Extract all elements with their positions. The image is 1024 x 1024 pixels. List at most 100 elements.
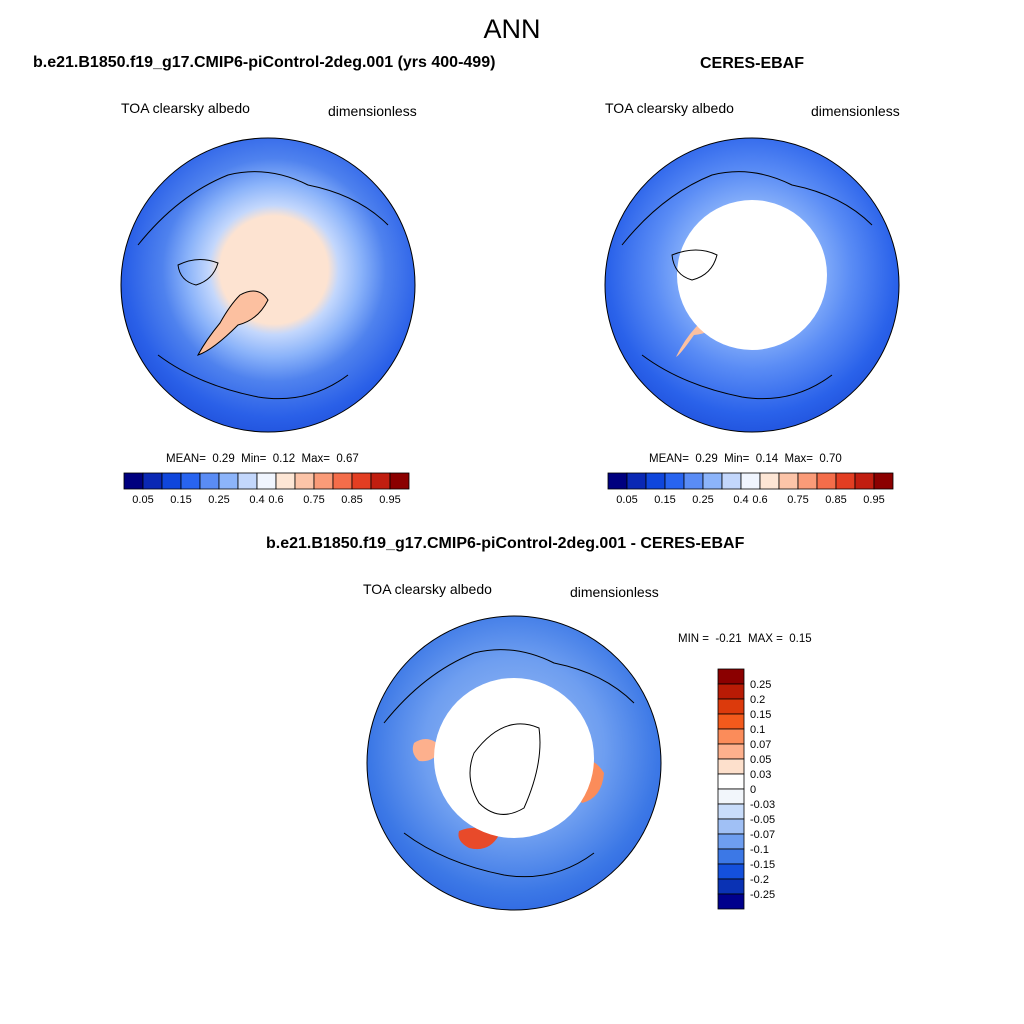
panel-obs-colorbar-box (778, 472, 799, 490)
panel-obs-min-value: 0.14 (755, 453, 779, 465)
panel-model-case-title: b.e21.B1850.f19_g17.CMIP6-piControl-2deg… (33, 54, 496, 71)
panel-diff-colorbar-box (717, 878, 745, 895)
panel-diff-min-label: MIN = (678, 633, 709, 645)
panel-model-colorbar-box (351, 472, 372, 490)
panel-model-colorbar-tick-label: 0.6 (268, 494, 283, 506)
panel-diff-max-value: 0.15 (789, 633, 812, 645)
panel-model-colorbar-box (275, 472, 296, 490)
panel-obs-colorbar-box (740, 472, 761, 490)
panel-diff-colorbar-box (717, 713, 745, 730)
panel-obs-colorbar-tick-label: 0.6 (752, 494, 767, 506)
panel-diff-colorbar-box (717, 833, 745, 850)
panel-diff-max-label: MAX = (748, 633, 783, 645)
panel-model-polar-map (120, 137, 416, 433)
panel-obs-max-label: Max= (784, 453, 813, 465)
obs-coastline-arctic (671, 249, 718, 281)
panel-diff-colorbar-box (717, 773, 745, 790)
panel-diff-colorbar-box (717, 683, 745, 700)
panel-obs-mean-value: 0.29 (695, 453, 718, 465)
diff-coastline-greenland (469, 723, 541, 815)
panel-diff-colorbar-tick-label: 0.1 (750, 724, 765, 736)
panel-diff-variable: TOA clearsky albedo (363, 581, 492, 597)
panel-model-colorbar-box (237, 472, 258, 490)
panel-model-units: dimensionless (328, 103, 417, 119)
panel-model-colorbar-box (389, 472, 410, 490)
panel-model-colorbar-box (294, 472, 315, 490)
panel-obs-max-value: 0.70 (819, 453, 842, 465)
panel-obs-colorbar-box (835, 472, 856, 490)
panel-model-variable: TOA clearsky albedo (121, 100, 250, 116)
panel-obs-colorbar-box (607, 472, 628, 490)
obs-coastline-eurasia (621, 171, 873, 246)
panel-obs-colorbar-box (759, 472, 780, 490)
panel-model-colorbar-tick-label: 0.85 (341, 494, 362, 506)
panel-diff-colorbar-tick-label: 0.15 (750, 709, 771, 721)
panel-diff-colorbar-tick-label: 0 (750, 784, 756, 796)
panel-model-colorbar-box (199, 472, 220, 490)
panel-obs-colorbar-tick-label: 0.4 (733, 494, 748, 506)
panel-model-colorbar: 0.05 0.15 0.25 0.4 0.6 0.75 0.85 0.95 (123, 472, 410, 506)
panel-obs-variable: TOA clearsky albedo (605, 100, 734, 116)
panel-obs-colorbar-box (702, 472, 723, 490)
model-coastline-eurasia (137, 171, 389, 246)
panel-model-colorbar-tick-label: 0.75 (303, 494, 324, 506)
panel-obs-colorbar-box (664, 472, 685, 490)
model-icecap-patch (229, 226, 312, 290)
panel-obs-colorbar-tick-label: 0.25 (692, 494, 713, 506)
panel-diff-colorbar-box (717, 698, 745, 715)
panel-model-mean-label: MEAN= (166, 453, 206, 465)
panel-model-colorbar-box (161, 472, 182, 490)
panel-diff-colorbar-box (717, 668, 745, 685)
panel-model-mean-value: 0.29 (212, 453, 235, 465)
panel-obs-min-label: Min= (724, 453, 750, 465)
model-coastline-greenland (196, 290, 269, 356)
panel-obs-colorbar-box (683, 472, 704, 490)
panel-diff-colorbar-tick-label: 0.03 (750, 769, 771, 781)
model-coastline-america (157, 354, 349, 400)
panel-obs-polar-map (604, 137, 900, 433)
panel-obs-mean-label: MEAN= (649, 453, 689, 465)
panel-obs-colorbar-tick-label: 0.75 (787, 494, 808, 506)
panel-obs-colorbar-tick-label: 0.15 (654, 494, 675, 506)
panel-obs-colorbar-box (721, 472, 742, 490)
figure-title: ANN (483, 14, 541, 44)
panel-obs-colorbar-box (854, 472, 875, 490)
panel-model-max-label: Max= (301, 453, 330, 465)
panel-diff-colorbar-tick-label: -0.05 (750, 814, 775, 826)
obs-coastline-america (641, 354, 833, 400)
panel-model-colorbar-box (370, 472, 391, 490)
model-coastline-arctic (177, 259, 219, 286)
diff-coastline-america (403, 832, 595, 878)
panel-diff-colorbar-tick-label: -0.03 (750, 799, 775, 811)
panel-model-colorbar-tick-label: 0.05 (132, 494, 153, 506)
panel-obs-colorbar-tick-label: 0.95 (863, 494, 884, 506)
panel-obs-units: dimensionless (811, 103, 900, 119)
panel-model-colorbar-tick-label: 0.15 (170, 494, 191, 506)
panel-diff-colorbar-box (717, 803, 745, 820)
diff-missing-polar-region (434, 678, 594, 838)
panel-diff-colorbar-box (717, 893, 745, 910)
panel-diff-colorbar-box (717, 848, 745, 865)
panel-diff-colorbar-box (717, 863, 745, 880)
panel-diff-colorbar-tick-label: -0.25 (750, 889, 775, 901)
panel-diff-min-value: -0.21 (715, 633, 742, 645)
panel-model-colorbar-box (313, 472, 334, 490)
panel-model-colorbar-box (332, 472, 353, 490)
panel-diff-colorbar-tick-label: 0.07 (750, 739, 771, 751)
panel-obs-colorbar-box (645, 472, 666, 490)
panel-diff-colorbar-tick-label: 0.05 (750, 754, 771, 766)
panel-model-colorbar-box (256, 472, 277, 490)
panel-diff-case-title: b.e21.B1850.f19_g17.CMIP6-piControl-2deg… (266, 535, 745, 552)
panel-obs-colorbar-box (816, 472, 837, 490)
panel-obs-colorbar-box (626, 472, 647, 490)
panel-diff-colorbar-tick-label: -0.1 (750, 844, 769, 856)
panel-diff-colorbar-box (717, 758, 745, 775)
panel-model-min-label: Min= (241, 453, 267, 465)
panel-obs-colorbar-tick-label: 0.05 (616, 494, 637, 506)
panel-obs-colorbar-tick-label: 0.85 (825, 494, 846, 506)
panel-model-colorbar-box (123, 472, 144, 490)
panel-diff-units: dimensionless (570, 584, 659, 600)
panel-model-max-value: 0.67 (336, 453, 359, 465)
panel-obs-colorbar-box (873, 472, 894, 490)
panel-diff-polar-map (366, 615, 662, 911)
